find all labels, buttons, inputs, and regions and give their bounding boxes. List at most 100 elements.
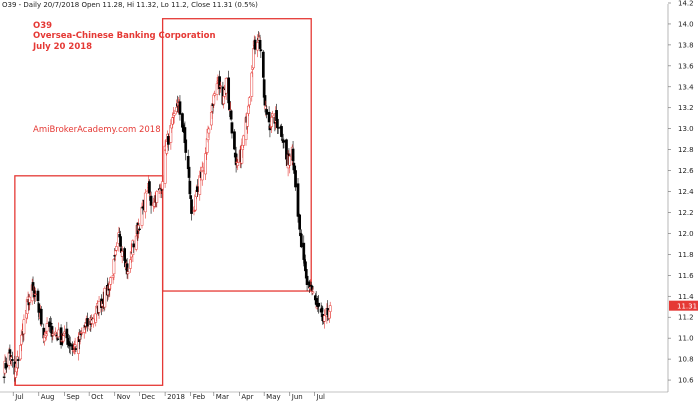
- candle-down: [259, 44, 263, 58]
- candle-body: [201, 170, 205, 172]
- candle-body: [22, 319, 26, 335]
- candle-body: [259, 49, 263, 52]
- candle-body: [120, 251, 124, 257]
- y-tick-label: 12.6: [678, 167, 694, 175]
- candle-body: [242, 135, 245, 146]
- quote-header: O39 - Daily 20/7/2018 Open 11.28, Hi 11.…: [2, 1, 258, 9]
- candle-down: [261, 50, 265, 80]
- candle-body: [200, 166, 204, 181]
- candle-down: [314, 291, 318, 307]
- candle-body: [19, 344, 22, 360]
- candle-down: [298, 213, 302, 235]
- candle-up: [242, 134, 245, 149]
- candle-up: [19, 342, 22, 361]
- candle-down: [317, 294, 320, 314]
- candle-down: [68, 336, 72, 355]
- candle-body: [138, 228, 141, 230]
- candle-body: [16, 359, 20, 361]
- candle-body: [187, 166, 191, 178]
- candle-down: [233, 129, 236, 151]
- candle-body: [253, 39, 257, 50]
- candle-body: [190, 199, 193, 214]
- candle-body: [267, 111, 271, 123]
- candle-body: [91, 318, 95, 325]
- candle-down: [184, 132, 188, 161]
- candle-up: [311, 287, 315, 295]
- x-tick-label: Jul: [316, 393, 326, 401]
- candle-down: [167, 133, 170, 151]
- candle-up: [22, 314, 26, 341]
- candle-body: [317, 302, 320, 307]
- candle-up: [271, 110, 274, 118]
- y-tick-label: 10.8: [678, 356, 694, 364]
- candle-down: [276, 121, 280, 134]
- x-tick-label: 2018: [167, 393, 185, 401]
- candle-body: [252, 48, 255, 69]
- x-tick-label: May: [266, 393, 280, 401]
- candle-down: [253, 36, 257, 55]
- x-tick-label: Sep: [66, 393, 80, 401]
- candle-body: [148, 181, 151, 194]
- candle-body: [143, 192, 147, 213]
- candle-up: [134, 232, 138, 252]
- range-box: [14, 175, 164, 386]
- candle-body: [82, 327, 86, 333]
- candle-up: [45, 317, 49, 336]
- candle-up: [236, 159, 240, 171]
- candle-body: [163, 145, 167, 184]
- candle-body: [207, 128, 211, 134]
- candle-body: [188, 180, 192, 195]
- candle-body: [2, 376, 6, 378]
- candle-down: [282, 138, 286, 149]
- candle-body: [256, 42, 259, 51]
- y-tick-label: 11.6: [678, 272, 694, 280]
- candle-body: [314, 298, 318, 305]
- candle-body: [282, 140, 286, 143]
- candle-body: [45, 323, 49, 332]
- candle-body: [280, 126, 283, 137]
- x-tick-label: Aug: [41, 393, 55, 401]
- y-tick-label: 12.4: [678, 188, 694, 196]
- y-tick-label: 13.4: [678, 83, 694, 91]
- candle-body: [213, 93, 216, 96]
- candle-body: [328, 305, 332, 312]
- candle-body: [276, 127, 280, 129]
- y-tick-label: 14.2: [678, 0, 694, 8]
- y-tick-label: 14.0: [678, 20, 694, 28]
- y-tick-label: 11.0: [678, 335, 694, 343]
- candle-up: [288, 153, 292, 174]
- candle-body: [155, 191, 159, 203]
- candle-body: [56, 338, 60, 340]
- candle-up: [126, 267, 130, 280]
- candle-body: [5, 364, 8, 368]
- candle-body: [57, 329, 60, 338]
- candle-down: [188, 177, 192, 198]
- y-tick-label: 12.8: [678, 146, 694, 154]
- date-label: July 20 2018: [33, 42, 93, 52]
- candle-down: [5, 357, 8, 373]
- candle-body: [68, 342, 72, 347]
- candle-up: [163, 140, 167, 188]
- candle-up: [270, 112, 273, 134]
- candle-body: [229, 110, 233, 120]
- candle-down: [56, 337, 60, 341]
- candle-down: [178, 95, 182, 121]
- candle-down: [138, 226, 141, 231]
- y-tick-label: 13.0: [678, 125, 694, 133]
- candle-body: [161, 181, 164, 190]
- range-box: [161, 18, 312, 292]
- candle-up: [200, 161, 204, 186]
- candle-up: [207, 126, 211, 138]
- candle-down: [39, 306, 43, 327]
- candle-up: [120, 246, 124, 264]
- candle-body: [132, 243, 136, 248]
- candle-up: [201, 162, 205, 173]
- x-tick-label: Jul: [14, 393, 24, 401]
- y-tick-label: 11.8: [678, 251, 694, 259]
- candle-body: [115, 246, 118, 251]
- candle-body: [34, 293, 37, 296]
- candle-body: [172, 113, 176, 116]
